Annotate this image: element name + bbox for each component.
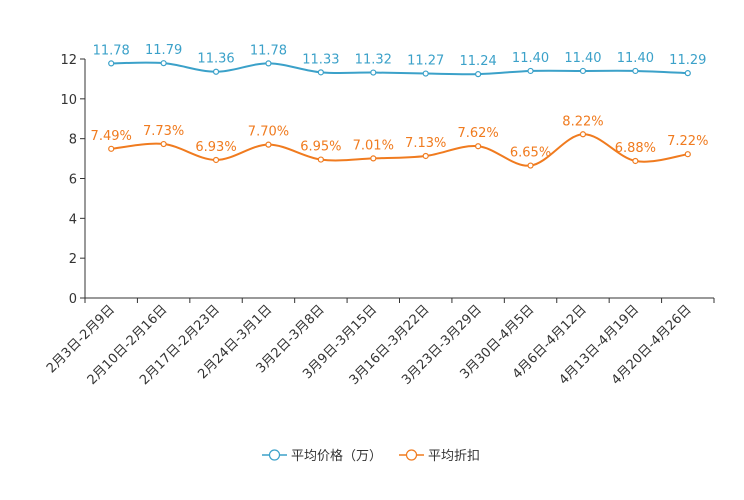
y-tick-label: 6 xyxy=(69,173,77,188)
legend-label: 平均价格（万） xyxy=(291,448,382,464)
data-point[interactable] xyxy=(684,151,691,158)
data-label: 7.62% xyxy=(457,126,498,141)
data-label: 11.29 xyxy=(669,53,706,68)
data-label: 11.32 xyxy=(355,53,392,68)
data-label: 6.95% xyxy=(300,140,341,155)
data-point[interactable] xyxy=(108,145,115,152)
legend: 平均价格（万） 平均折扣 xyxy=(262,448,480,464)
data-label: 11.40 xyxy=(564,51,601,66)
data-label: 11.36 xyxy=(197,52,234,67)
data-point[interactable] xyxy=(212,156,220,164)
data-point[interactable] xyxy=(632,67,639,75)
data-label: 11.79 xyxy=(145,43,182,58)
data-point[interactable] xyxy=(475,71,482,78)
data-label: 11.40 xyxy=(617,51,654,66)
data-label: 8.22% xyxy=(562,114,603,129)
data-label: 11.24 xyxy=(460,54,497,69)
data-label: 6.93% xyxy=(195,140,236,155)
data-point[interactable] xyxy=(317,156,324,163)
data-label: 6.88% xyxy=(615,141,656,156)
data-label: 7.49% xyxy=(91,129,132,144)
data-label: 7.01% xyxy=(353,138,394,153)
data-label: 6.65% xyxy=(510,146,551,161)
data-label: 7.22% xyxy=(667,134,708,149)
data-point[interactable] xyxy=(579,131,587,138)
legend-circle-icon xyxy=(268,449,281,461)
data-point[interactable] xyxy=(108,60,115,67)
legend-circle-icon xyxy=(405,449,418,461)
data-point[interactable] xyxy=(265,60,272,67)
data-point[interactable] xyxy=(684,70,691,77)
legend-label: 平均折扣 xyxy=(428,449,480,464)
y-tick-label: 2 xyxy=(69,252,77,267)
data-point[interactable] xyxy=(527,67,534,75)
data-point[interactable] xyxy=(422,70,429,77)
data-label: 11.78 xyxy=(93,43,130,58)
data-point[interactable] xyxy=(212,68,220,75)
data-point[interactable] xyxy=(160,60,167,67)
data-label: 11.78 xyxy=(250,43,287,58)
y-tick-label: 8 xyxy=(69,133,77,148)
series-line-0 xyxy=(111,61,688,76)
data-point[interactable] xyxy=(527,162,534,169)
data-point[interactable] xyxy=(475,143,482,150)
data-point[interactable] xyxy=(632,157,639,165)
data-label: 7.70% xyxy=(248,125,289,140)
data-point[interactable] xyxy=(422,152,429,160)
axes: 0246810122月3日-2月9日2月10日-2月16日2月17日-2月23日… xyxy=(44,53,715,388)
series-0: 11.78 11.79 11.36 11.78 11.33 11.32 11.27 11.24… xyxy=(93,43,706,78)
legend-item-0[interactable]: 平均价格（万） xyxy=(262,448,382,464)
y-tick-label: 10 xyxy=(60,93,77,108)
data-label: 11.40 xyxy=(512,51,549,66)
y-tick-label: 0 xyxy=(69,292,77,307)
y-tick-label: 12 xyxy=(60,53,77,68)
data-point[interactable] xyxy=(160,140,167,148)
data-point[interactable] xyxy=(317,69,324,76)
data-label: 11.27 xyxy=(407,54,444,69)
series-layer: 11.78 11.79 11.36 11.78 11.33 11.32 11.27 11.24… xyxy=(91,43,708,169)
data-label: 11.33 xyxy=(302,52,339,67)
data-point[interactable] xyxy=(579,67,587,75)
legend-item-1[interactable]: 平均折扣 xyxy=(399,449,480,464)
y-tick-label: 4 xyxy=(69,212,77,227)
data-label: 7.13% xyxy=(405,136,446,151)
data-point[interactable] xyxy=(265,141,272,148)
data-point[interactable] xyxy=(370,155,377,162)
data-point[interactable] xyxy=(370,69,377,76)
series-1: 7.49% 7.73% 6.93% 7.70% 6.95% 7.01% 7.13% 7.62%… xyxy=(91,114,708,169)
data-label: 7.73% xyxy=(143,124,184,139)
